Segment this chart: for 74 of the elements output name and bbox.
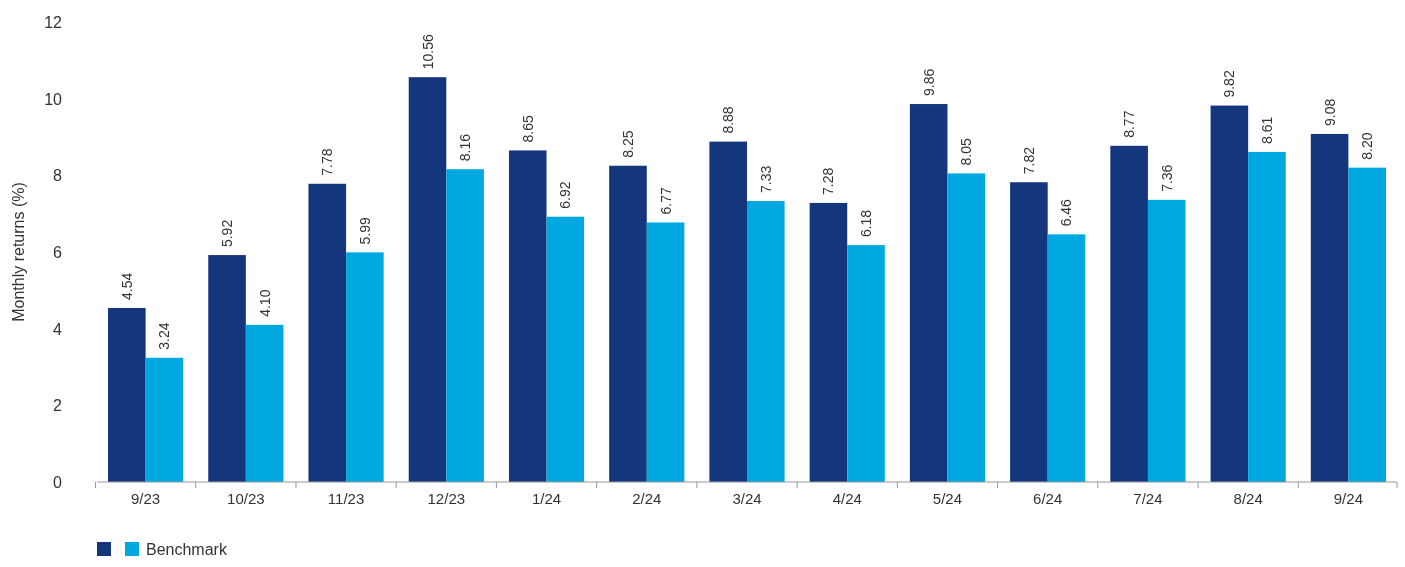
bar [646,222,685,482]
bar [108,307,146,482]
data-label: 7.82 [1020,146,1037,175]
x-tick-label: 6/24 [1033,490,1063,507]
data-label: 4.54 [118,272,135,300]
bar [1248,151,1286,482]
bar [847,245,885,482]
bar [408,77,447,482]
legend-label: Benchmark [146,541,228,558]
y-tick-label: 8 [53,167,63,185]
data-label: 8.77 [1121,110,1138,138]
data-label: 7.78 [319,148,336,176]
data-label: 8.16 [457,133,474,162]
y-tick-label: 4 [53,320,63,338]
x-tick-label: 5/24 [932,490,963,507]
y-tick-label: 12 [44,14,63,31]
bar [308,183,347,482]
bar [145,357,184,482]
bar [1147,199,1186,482]
bar [809,202,848,482]
data-label: 9.82 [1221,70,1238,98]
bar [1310,133,1349,482]
x-tick-label: 4/24 [832,490,862,507]
y-tick-label: 10 [44,90,63,108]
bar [346,252,384,482]
bar [1010,182,1048,482]
y-tick-label: 6 [53,244,63,261]
data-label: 7.36 [1158,164,1175,192]
data-label: 8.65 [519,114,536,143]
data-label: 7.28 [820,167,837,195]
data-label: 4.10 [256,289,273,317]
bar [747,201,785,482]
bar [508,150,547,482]
data-label: 6.92 [557,181,574,209]
data-label: 8.05 [958,137,975,166]
data-label: 3.24 [156,322,173,350]
bar [546,216,585,482]
bar [1210,105,1249,482]
bar [909,104,948,482]
bar [709,141,747,482]
data-label: 9.86 [920,68,937,97]
x-tick-label: 2/24 [632,490,662,507]
data-label: 9.08 [1321,98,1338,126]
data-label: 6.46 [1058,198,1075,227]
bar [1047,234,1086,482]
bar [947,173,986,482]
x-tick-label: 9/24 [1333,490,1363,507]
data-label: 8.61 [1258,116,1275,144]
bar [609,165,647,482]
x-tick-label: 11/23 [327,490,365,507]
y-tick-label: 2 [53,397,63,415]
data-label: 5.92 [219,219,236,248]
x-tick-label: 7/24 [1133,490,1163,507]
data-label: 6.18 [858,209,875,238]
bar [245,324,284,482]
data-label: 10.56 [419,33,436,70]
bar [208,255,246,482]
data-label: 5.99 [356,216,373,245]
x-tick-label: 1/24 [531,490,562,507]
bar [1110,145,1148,482]
bar [1348,167,1386,482]
data-label: 8.88 [720,106,737,134]
data-label: 8.20 [1359,132,1376,160]
data-label: 8.25 [619,130,636,158]
x-tick-label: 10/23 [227,490,265,507]
x-tick-label: 3/24 [732,490,762,507]
data-label: 7.33 [757,165,774,194]
data-label: 6.77 [657,187,674,215]
y-axis-title: Monthly returns (%) [10,182,27,322]
x-tick-label: 8/24 [1233,490,1263,507]
x-tick-label: 12/23 [427,490,466,507]
bar [446,169,484,482]
y-tick-label: 0 [53,474,63,491]
x-tick-label: 9/23 [131,490,161,507]
